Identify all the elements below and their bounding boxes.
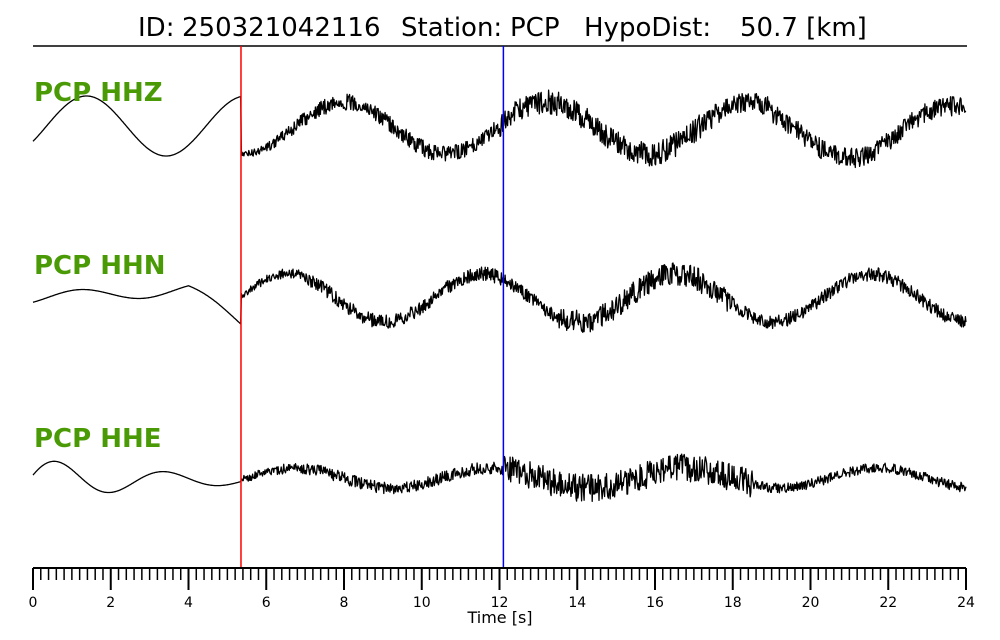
- trace-pcp-hhn: [32, 262, 967, 334]
- x-tick-label: 24: [957, 595, 975, 611]
- title-hypodist-value: 50.7 [km]: [740, 13, 867, 43]
- channel-label-pcp-hhe: PCP HHE: [34, 424, 162, 454]
- x-tick-label: 16: [646, 595, 664, 611]
- x-tick-label: 10: [413, 595, 431, 611]
- x-tick-label: 6: [262, 595, 271, 611]
- title-station-value: PCP: [510, 13, 560, 43]
- channel-label-pcp-hhn: PCP HHN: [34, 251, 166, 281]
- title-hypodist: HypoDist:: [584, 13, 711, 43]
- channel-label-pcp-hhz: PCP HHZ: [34, 78, 163, 108]
- phase-marker-group: [240, 46, 505, 568]
- x-tick-label: 20: [802, 595, 820, 611]
- x-tick-label: 0: [29, 595, 38, 611]
- x-tick-label: 12: [491, 595, 509, 611]
- time-axis: 0 2 4 6 8 10 12 14 16 18 20 22 24: [29, 567, 975, 611]
- title-station: Station:: [401, 13, 502, 43]
- trace-pcp-hhz: [32, 89, 967, 169]
- trace-pcp-hhe: [32, 453, 967, 503]
- x-tick-label: 8: [340, 595, 349, 611]
- x-tick-label: 4: [184, 595, 193, 611]
- x-tick-label: 18: [724, 595, 742, 611]
- x-tick-label: 22: [879, 595, 897, 611]
- title-id: ID:: [138, 13, 174, 43]
- channel-label-group: PCP HHZ PCP HHN PCP HHE: [34, 78, 166, 454]
- trace-group: [32, 89, 967, 503]
- x-tick-label: 14: [568, 595, 586, 611]
- x-axis-label: Time [s]: [466, 608, 532, 627]
- title-id-value: 250321042116: [182, 13, 381, 43]
- x-tick-label: 2: [106, 595, 115, 611]
